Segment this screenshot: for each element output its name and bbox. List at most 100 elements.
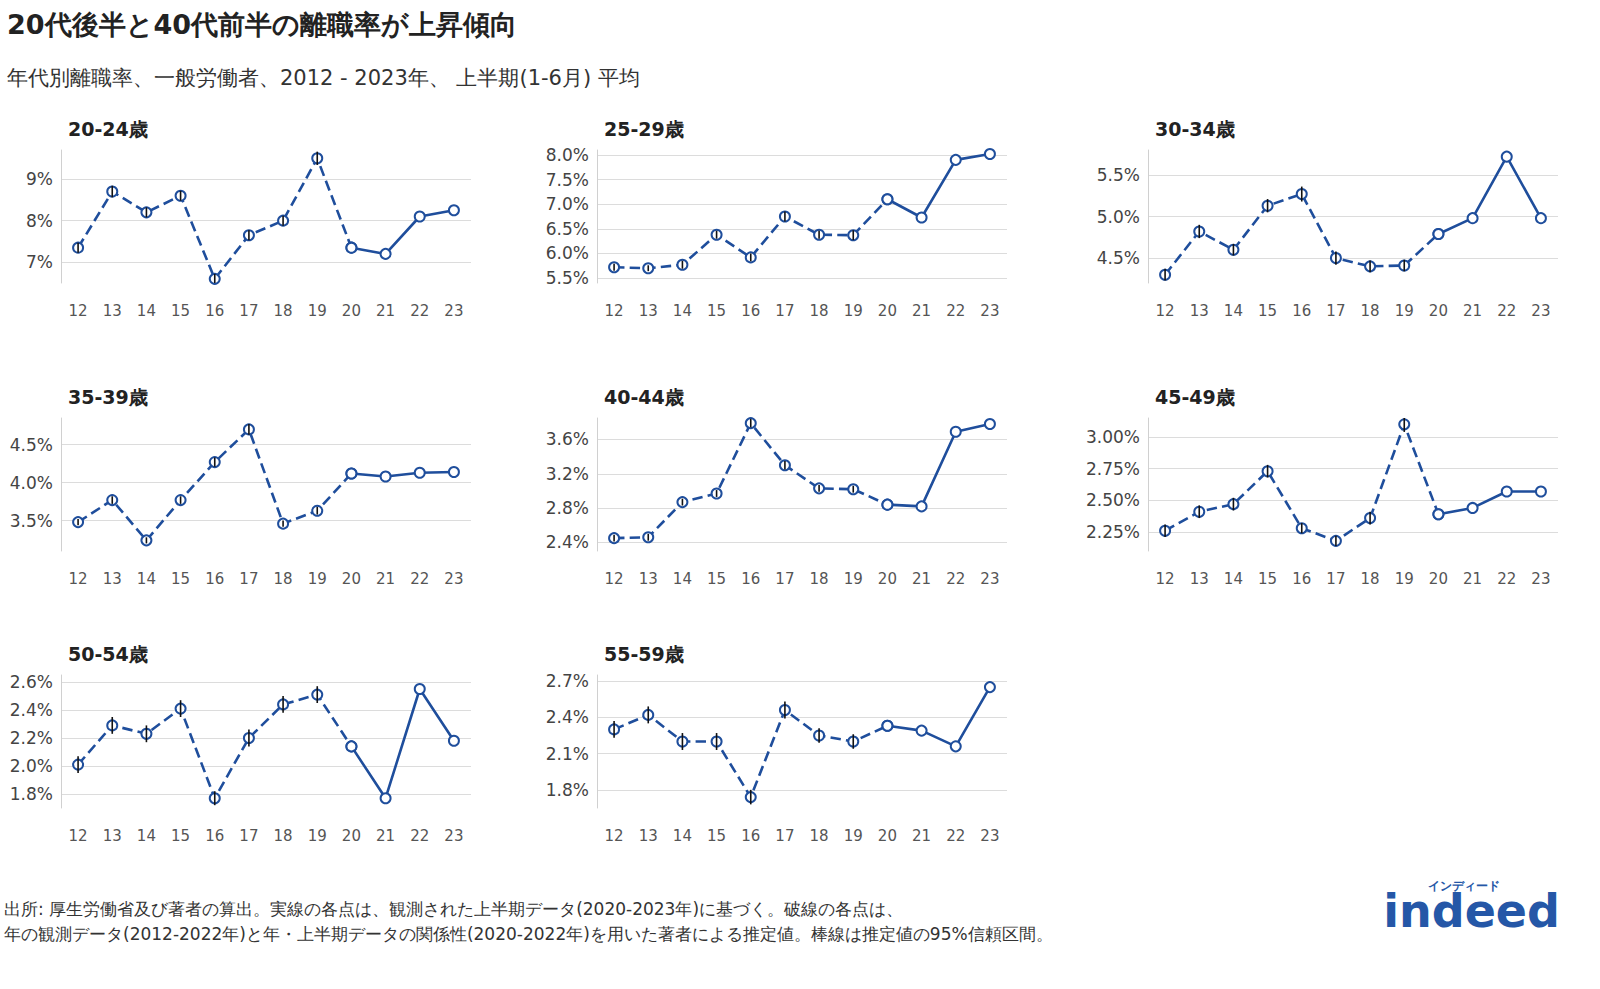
svg-text:17: 17 (1326, 570, 1345, 588)
svg-text:18: 18 (274, 302, 293, 320)
svg-text:5.0%: 5.0% (1097, 207, 1140, 227)
svg-text:2.4%: 2.4% (546, 532, 589, 552)
svg-text:22: 22 (946, 302, 965, 320)
svg-text:3.00%: 3.00% (1086, 427, 1140, 447)
svg-text:19: 19 (844, 827, 863, 845)
svg-text:indeed: indeed (1383, 884, 1560, 938)
svg-text:20: 20 (342, 302, 361, 320)
svg-text:25-29歳: 25-29歳 (604, 118, 684, 140)
svg-text:12: 12 (605, 827, 624, 845)
svg-text:18: 18 (274, 570, 293, 588)
svg-text:1.8%: 1.8% (10, 784, 53, 804)
svg-text:23: 23 (980, 827, 999, 845)
svg-text:13: 13 (103, 827, 122, 845)
svg-text:7.5%: 7.5% (546, 170, 589, 190)
svg-text:55-59歳: 55-59歳 (604, 643, 684, 665)
svg-text:2.25%: 2.25% (1086, 522, 1140, 542)
svg-text:12: 12 (69, 827, 88, 845)
svg-text:3.2%: 3.2% (546, 464, 589, 484)
svg-text:6.0%: 6.0% (546, 243, 589, 263)
svg-text:12: 12 (605, 570, 624, 588)
svg-text:17: 17 (775, 302, 794, 320)
svg-text:15: 15 (1258, 302, 1277, 320)
svg-text:18: 18 (810, 827, 829, 845)
svg-text:22: 22 (410, 302, 429, 320)
svg-text:21: 21 (1463, 302, 1482, 320)
svg-text:21: 21 (376, 570, 395, 588)
svg-text:12: 12 (69, 570, 88, 588)
svg-text:23: 23 (444, 827, 463, 845)
svg-text:20-24歳: 20-24歳 (68, 118, 148, 140)
svg-text:50-54歳: 50-54歳 (68, 643, 148, 665)
svg-text:年代別離職率、一般労働者、2012 - 2023年、 上半期: 年代別離職率、一般労働者、2012 - 2023年、 上半期(1-6月) 平均 (7, 66, 640, 90)
svg-text:20: 20 (342, 570, 361, 588)
svg-text:18: 18 (810, 302, 829, 320)
svg-text:15: 15 (707, 827, 726, 845)
svg-text:13: 13 (1190, 302, 1209, 320)
svg-text:5.5%: 5.5% (546, 268, 589, 288)
svg-text:40-44歳: 40-44歳 (604, 386, 684, 408)
svg-text:13: 13 (639, 302, 658, 320)
svg-text:20: 20 (878, 827, 897, 845)
svg-text:14: 14 (137, 570, 156, 588)
svg-text:2.50%: 2.50% (1086, 490, 1140, 510)
svg-text:22: 22 (410, 827, 429, 845)
svg-text:4.0%: 4.0% (10, 473, 53, 493)
svg-text:13: 13 (1190, 570, 1209, 588)
svg-text:21: 21 (912, 827, 931, 845)
svg-text:13: 13 (639, 570, 658, 588)
svg-text:15: 15 (1258, 570, 1277, 588)
svg-text:13: 13 (103, 302, 122, 320)
svg-text:9%: 9% (26, 169, 53, 189)
svg-text:23: 23 (980, 570, 999, 588)
svg-text:12: 12 (605, 302, 624, 320)
svg-text:22: 22 (1497, 570, 1516, 588)
svg-text:16: 16 (1292, 302, 1311, 320)
svg-text:14: 14 (673, 302, 692, 320)
svg-text:5.5%: 5.5% (1097, 165, 1140, 185)
svg-text:2.75%: 2.75% (1086, 459, 1140, 479)
svg-text:12: 12 (69, 302, 88, 320)
svg-text:7.0%: 7.0% (546, 194, 589, 214)
svg-text:14: 14 (1224, 570, 1243, 588)
svg-text:2.4%: 2.4% (10, 700, 53, 720)
svg-text:15: 15 (171, 827, 190, 845)
svg-text:4.5%: 4.5% (10, 435, 53, 455)
svg-text:22: 22 (1497, 302, 1516, 320)
svg-text:30-34歳: 30-34歳 (1155, 118, 1235, 140)
svg-text:19: 19 (1395, 302, 1414, 320)
svg-text:35-39歳: 35-39歳 (68, 386, 148, 408)
svg-text:2.4%: 2.4% (546, 707, 589, 727)
svg-text:20: 20 (1429, 302, 1448, 320)
svg-text:16: 16 (741, 570, 760, 588)
svg-text:23: 23 (1531, 570, 1550, 588)
svg-text:14: 14 (673, 570, 692, 588)
svg-text:20代後半と40代前半の離職率が上昇傾向: 20代後半と40代前半の離職率が上昇傾向 (7, 9, 517, 40)
svg-text:8.0%: 8.0% (546, 145, 589, 165)
svg-text:16: 16 (1292, 570, 1311, 588)
svg-text:2.8%: 2.8% (546, 498, 589, 518)
svg-text:17: 17 (1326, 302, 1345, 320)
svg-text:19: 19 (308, 827, 327, 845)
svg-text:23: 23 (444, 570, 463, 588)
svg-text:23: 23 (980, 302, 999, 320)
svg-text:13: 13 (103, 570, 122, 588)
svg-text:17: 17 (775, 570, 794, 588)
svg-text:45-49歳: 45-49歳 (1155, 386, 1235, 408)
svg-text:21: 21 (912, 570, 931, 588)
svg-text:18: 18 (274, 827, 293, 845)
svg-text:16: 16 (741, 302, 760, 320)
svg-text:18: 18 (1361, 570, 1380, 588)
svg-text:16: 16 (205, 302, 224, 320)
svg-text:2.7%: 2.7% (546, 671, 589, 691)
svg-text:20: 20 (878, 302, 897, 320)
svg-text:20: 20 (1429, 570, 1448, 588)
svg-text:19: 19 (1395, 570, 1414, 588)
svg-text:15: 15 (707, 302, 726, 320)
svg-text:21: 21 (376, 302, 395, 320)
svg-text:19: 19 (844, 570, 863, 588)
svg-text:年の観測データ(2012-2022年)と年・上半期データの関: 年の観測データ(2012-2022年)と年・上半期データの関係性(2020-20… (4, 924, 1053, 944)
svg-text:4.5%: 4.5% (1097, 248, 1140, 268)
svg-text:22: 22 (410, 570, 429, 588)
svg-text:14: 14 (1224, 302, 1243, 320)
